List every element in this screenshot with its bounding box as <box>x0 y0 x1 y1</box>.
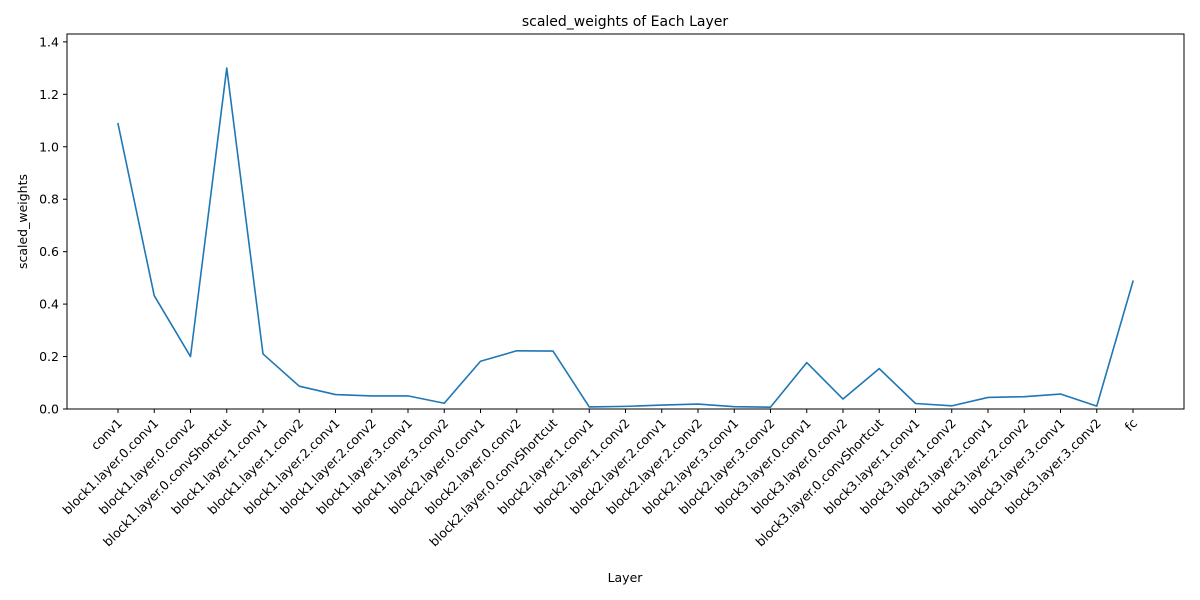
data-point <box>624 405 627 408</box>
data-point <box>1132 280 1135 283</box>
data-point <box>370 394 373 397</box>
y-axis: 0.0 0.2 0.4 0.6 0.8 1.0 1.2 1.4 <box>39 34 67 417</box>
data-point <box>262 352 265 355</box>
data-point <box>225 67 228 70</box>
y-tick-label: 0.6 <box>39 244 59 259</box>
data-point <box>443 402 446 405</box>
data-point <box>515 349 518 352</box>
data-point <box>552 350 555 353</box>
y-tick-label: 1.4 <box>39 34 59 49</box>
data-point <box>914 402 917 405</box>
data-point <box>153 294 156 297</box>
data-point <box>407 394 410 397</box>
data-point <box>189 355 192 358</box>
y-tick-label: 1.0 <box>39 139 59 154</box>
data-point <box>950 404 953 407</box>
data-point <box>769 406 772 409</box>
y-tick-label: 0.2 <box>39 349 59 364</box>
data-point <box>479 360 482 363</box>
y-tick-label: 0.0 <box>39 402 59 417</box>
data-point <box>117 122 120 125</box>
data-point <box>842 398 845 401</box>
series-line <box>117 67 1134 408</box>
y-tick-label: 1.2 <box>39 87 59 102</box>
data-point <box>1059 393 1062 396</box>
data-point <box>588 405 591 408</box>
chart-title: scaled_weights of Each Layer <box>522 14 729 30</box>
data-point <box>1095 405 1098 408</box>
y-tick-label: 0.4 <box>39 297 59 312</box>
data-point <box>733 405 736 408</box>
data-point <box>987 396 990 399</box>
data-point <box>805 361 808 364</box>
y-axis-label: scaled_weights <box>15 174 30 269</box>
y-tick-label: 0.8 <box>39 192 59 207</box>
x-axis-label: Layer <box>608 570 644 585</box>
data-point <box>1023 395 1026 398</box>
data-point <box>660 404 663 407</box>
data-point <box>298 385 301 388</box>
data-point <box>334 393 337 396</box>
data-point <box>697 403 700 406</box>
data-point <box>878 367 881 370</box>
